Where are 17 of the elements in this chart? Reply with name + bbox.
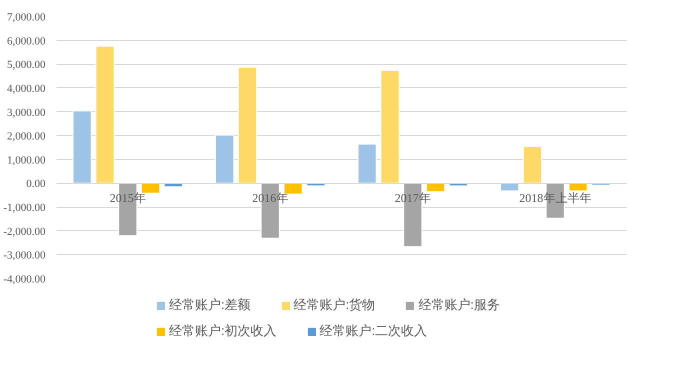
legend-label: 经常账户:服务 xyxy=(418,296,500,314)
legend-label: 经常账户:货物 xyxy=(294,296,376,314)
y-tick-label: -2,000.00 xyxy=(3,226,46,238)
y-tick-label: 6,000.00 xyxy=(7,35,46,48)
y-tick-label: 2,000.00 xyxy=(7,130,46,143)
y-tick-label: 7,000.00 xyxy=(7,12,46,24)
legend-label: 经常账户:差额 xyxy=(169,296,251,314)
y-tick-label: -3,000.00 xyxy=(3,250,46,262)
legend-label: 经常账户:二次收入 xyxy=(320,322,428,340)
y-tick-label: -1,000.00 xyxy=(3,202,46,214)
y-tick-label: 5,000.00 xyxy=(7,59,46,72)
y-tick-label: 3,000.00 xyxy=(7,106,46,119)
y-tick-label: 0.00 xyxy=(26,178,46,190)
legend-label: 经常账户:初次收入 xyxy=(169,322,277,340)
y-tick-label: -4,000.00 xyxy=(3,274,46,286)
y-tick-label: 4,000.00 xyxy=(7,82,46,95)
y-tick-label: 1,000.00 xyxy=(7,154,46,166)
